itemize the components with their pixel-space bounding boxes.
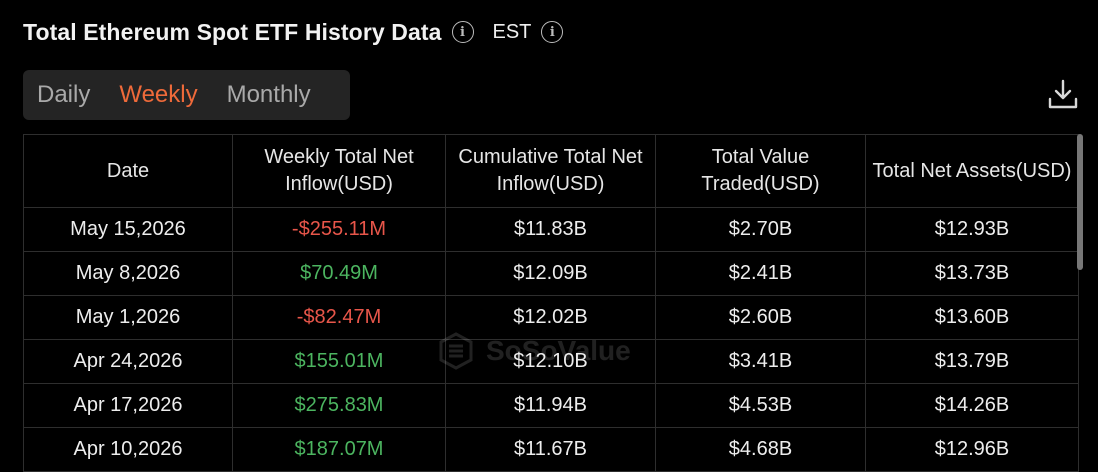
value-traded-cell: $4.53B bbox=[656, 384, 866, 427]
table-scrollbar[interactable] bbox=[1076, 134, 1084, 468]
value-traded-cell: $2.41B bbox=[656, 252, 866, 295]
column-header-date[interactable]: Date bbox=[24, 135, 233, 207]
column-header-value-traded[interactable]: Total Value Traded(USD) bbox=[656, 135, 866, 207]
download-button[interactable] bbox=[1046, 78, 1080, 112]
period-tabs: Daily Weekly Monthly bbox=[23, 70, 350, 120]
table-row: May 8,2026 $70.49M $12.09B $2.41B $13.73… bbox=[24, 252, 1079, 296]
table-row: May 15,2026 -$255.11M $11.83B $2.70B $12… bbox=[24, 208, 1079, 252]
value-traded-cell: $4.68B bbox=[656, 428, 866, 471]
date-cell: Apr 24,2026 bbox=[24, 340, 233, 383]
table-row: Apr 24,2026 $155.01M $12.10B $3.41B $13.… bbox=[24, 340, 1079, 384]
cumulative-net-inflow-cell: $11.94B bbox=[446, 384, 656, 427]
value-traded-cell: $2.60B bbox=[656, 296, 866, 339]
date-cell: May 1,2026 bbox=[24, 296, 233, 339]
date-cell: May 15,2026 bbox=[24, 208, 233, 251]
table-row: Apr 17,2026 $275.83M $11.94B $4.53B $14.… bbox=[24, 384, 1079, 428]
weekly-net-inflow-cell: $275.83M bbox=[233, 384, 446, 427]
cumulative-net-inflow-cell: $11.83B bbox=[446, 208, 656, 251]
net-assets-cell: $13.60B bbox=[866, 296, 1079, 339]
net-assets-cell: $12.96B bbox=[866, 428, 1079, 471]
net-assets-cell: $13.73B bbox=[866, 252, 1079, 295]
weekly-net-inflow-cell: $187.07M bbox=[233, 428, 446, 471]
scrollbar-thumb[interactable] bbox=[1077, 134, 1083, 270]
cumulative-net-inflow-cell: $12.09B bbox=[446, 252, 656, 295]
value-traded-cell: $3.41B bbox=[656, 340, 866, 383]
cumulative-net-inflow-cell: $12.02B bbox=[446, 296, 656, 339]
column-header-net-assets[interactable]: Total Net Assets(USD) bbox=[866, 135, 1079, 207]
timezone-info-icon[interactable]: i bbox=[541, 21, 564, 43]
table-header-row: Date Weekly Total Net Inflow(USD) Cumula… bbox=[24, 135, 1079, 208]
weekly-net-inflow-cell: -$82.47M bbox=[233, 296, 446, 339]
value-traded-cell: $2.70B bbox=[656, 208, 866, 251]
date-cell: Apr 10,2026 bbox=[24, 428, 233, 471]
page-title: Total Ethereum Spot ETF History Data bbox=[23, 18, 442, 45]
weekly-net-inflow-cell: -$255.11M bbox=[233, 208, 446, 251]
net-assets-cell: $14.26B bbox=[866, 384, 1079, 427]
tab-daily[interactable]: Daily bbox=[37, 81, 91, 108]
column-header-weekly-net-inflow[interactable]: Weekly Total Net Inflow(USD) bbox=[233, 135, 446, 207]
download-icon bbox=[1048, 79, 1078, 109]
tab-monthly[interactable]: Monthly bbox=[226, 81, 311, 108]
column-header-cumulative-net-inflow[interactable]: Cumulative Total Net Inflow(USD) bbox=[446, 135, 656, 207]
weekly-net-inflow-cell: $70.49M bbox=[233, 252, 446, 295]
info-icon[interactable]: i bbox=[451, 21, 474, 43]
table-row: May 1,2026 -$82.47M $12.02B $2.60B $13.6… bbox=[24, 296, 1079, 340]
net-assets-cell: $12.93B bbox=[866, 208, 1079, 251]
cumulative-net-inflow-cell: $11.67B bbox=[446, 428, 656, 471]
timezone-label: EST bbox=[492, 20, 532, 43]
net-assets-cell: $13.79B bbox=[866, 340, 1079, 383]
cumulative-net-inflow-cell: $12.10B bbox=[446, 340, 656, 383]
table-row: Apr 10,2026 $187.07M $11.67B $4.68B $12.… bbox=[24, 428, 1079, 472]
weekly-net-inflow-cell: $155.01M bbox=[233, 340, 446, 383]
page-header: Total Ethereum Spot ETF History Data i E… bbox=[23, 14, 564, 50]
date-cell: May 8,2026 bbox=[24, 252, 233, 295]
date-cell: Apr 17,2026 bbox=[24, 384, 233, 427]
tab-weekly[interactable]: Weekly bbox=[119, 81, 198, 108]
etf-history-table: Date Weekly Total Net Inflow(USD) Cumula… bbox=[23, 134, 1079, 472]
